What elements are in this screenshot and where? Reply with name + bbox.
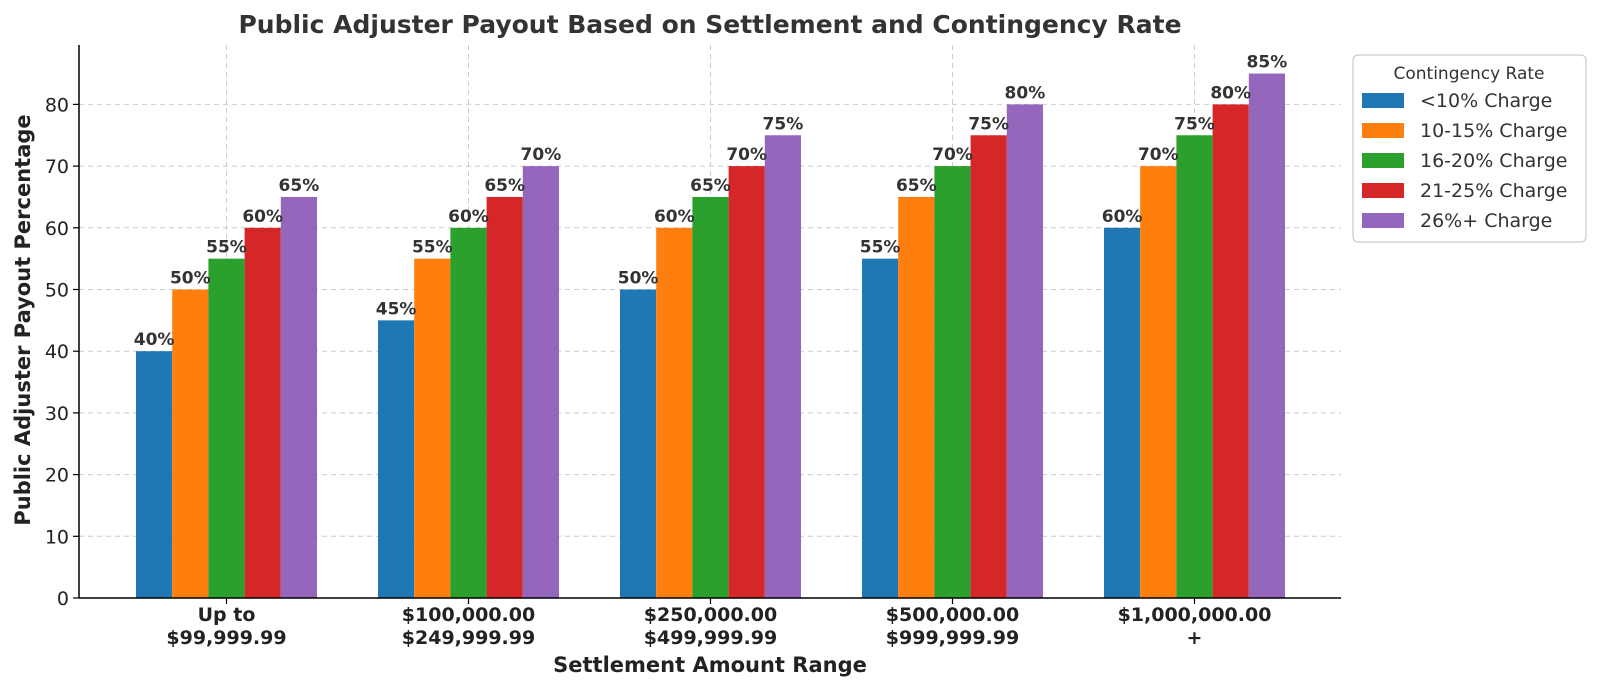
legend-swatch	[1362, 183, 1404, 198]
bar-value-label: 60%	[242, 207, 283, 227]
chart-title: Public Adjuster Payout Based on Settleme…	[238, 10, 1181, 39]
y-tick-label: 0	[57, 588, 69, 610]
x-tick-label: $999,999.99	[886, 627, 1019, 649]
bar	[244, 227, 281, 599]
bar-value-label: 50%	[618, 269, 659, 289]
y-axis-label: Public Adjuster Payout Percentage	[11, 114, 35, 525]
bar	[862, 258, 899, 598]
bar	[486, 196, 523, 598]
legend-entry: 16-20% Charge	[1420, 150, 1567, 172]
x-tick-label: $250,000.00	[644, 604, 777, 626]
x-ticks: Up to$99,999.99 $100,000.00$249,999.99 $25…	[166, 598, 1271, 649]
bar	[1006, 104, 1043, 599]
y-tick-label: 80	[45, 94, 69, 116]
y-tick-label: 70	[45, 156, 69, 178]
bar	[1176, 135, 1213, 598]
bar	[1140, 166, 1177, 598]
legend-title: Contingency Rate	[1393, 64, 1544, 84]
bar	[970, 135, 1007, 598]
bar-value-label: 55%	[412, 238, 453, 258]
bar-value-label: 55%	[206, 238, 247, 258]
bar	[1248, 73, 1285, 599]
x-tick-label: $99,999.99	[166, 627, 286, 649]
bar-value-label: 70%	[932, 145, 973, 165]
bar	[898, 196, 935, 598]
bar-value-label: 45%	[376, 299, 417, 319]
x-axis-label: Settlement Amount Range	[553, 653, 867, 677]
bar	[414, 258, 451, 598]
bar-value-label: 65%	[279, 176, 320, 196]
legend-entry: 21-25% Charge	[1420, 180, 1567, 202]
bar-value-label: 85%	[1247, 53, 1288, 73]
bar-value-label: 80%	[1210, 83, 1251, 103]
y-tick-label: 10	[45, 526, 69, 548]
x-tick-label: +	[1187, 627, 1203, 649]
bar-value-label: 50%	[170, 269, 211, 289]
x-tick-label: Up to	[198, 604, 256, 626]
legend-swatch	[1362, 213, 1404, 228]
bar-value-label: 60%	[1102, 207, 1143, 227]
y-tick-label: 60	[45, 218, 69, 240]
legend-swatch	[1362, 123, 1404, 138]
legend-entry: 26%+ Charge	[1420, 210, 1552, 232]
bar	[1104, 227, 1141, 599]
bar-value-label: 60%	[654, 207, 695, 227]
bar-value-label: 75%	[1174, 114, 1215, 134]
bars	[136, 73, 1285, 599]
y-tick-label: 40	[45, 341, 69, 363]
bar-value-label: 65%	[896, 176, 937, 196]
bar	[764, 135, 801, 598]
y-tick-label: 20	[45, 465, 69, 487]
bar	[378, 320, 415, 598]
bar-value-label: 75%	[968, 114, 1009, 134]
bar	[450, 227, 487, 599]
y-tick-label: 30	[45, 403, 69, 425]
legend: Contingency Rate <10% Charge 10-15% Charg…	[1352, 54, 1587, 243]
bar-value-label: 65%	[690, 176, 731, 196]
bar	[522, 166, 559, 598]
x-tick-label: $249,999.99	[402, 627, 535, 649]
x-tick-label: $100,000.00	[402, 604, 535, 626]
bar	[172, 289, 209, 598]
legend-frame	[1352, 54, 1587, 243]
bar	[620, 289, 657, 598]
bar	[692, 196, 729, 598]
bar-value-labels: 40% 50% 55% 60% 65% 45% 55% 60% 65% 70% 50% 60% 65% 7…	[134, 53, 1288, 351]
x-tick-label: $1,000,000.00	[1118, 604, 1272, 626]
bar	[934, 166, 971, 598]
x-tick-label: $499,999.99	[644, 627, 777, 649]
bar-value-label: 70%	[1138, 145, 1179, 165]
bar	[280, 196, 317, 598]
bar	[728, 166, 765, 598]
legend-entry: 10-15% Charge	[1420, 120, 1567, 142]
bar-value-label: 55%	[860, 238, 901, 258]
bar	[656, 227, 693, 599]
bar-value-label: 80%	[1005, 83, 1046, 103]
bar-value-label: 70%	[521, 145, 562, 165]
bar-value-label: 75%	[763, 114, 804, 134]
bar	[1212, 104, 1249, 599]
bar-value-label: 70%	[726, 145, 767, 165]
y-tick-label: 50	[45, 280, 69, 302]
bar-value-label: 65%	[484, 176, 525, 196]
legend-swatch	[1362, 93, 1404, 108]
legend-entry: <10% Charge	[1420, 90, 1552, 112]
x-tick-label: $500,000.00	[886, 604, 1019, 626]
y-ticks: 0 10 20 30 40 50 60 70 80	[45, 94, 79, 610]
bar	[136, 351, 173, 598]
bar-value-label: 60%	[448, 207, 489, 227]
bar-value-label: 40%	[134, 330, 175, 350]
legend-swatch	[1362, 153, 1404, 168]
bar	[208, 258, 245, 598]
